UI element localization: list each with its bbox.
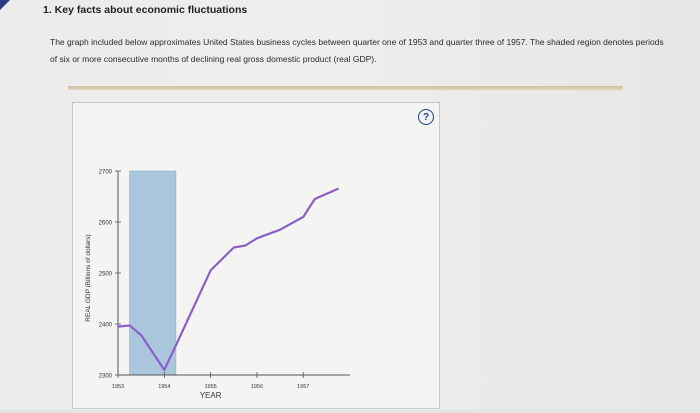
x-tick-label: 1957: [297, 384, 309, 390]
y-tick-label: 2300: [99, 374, 113, 380]
question-text: The graph included below approximates Un…: [50, 37, 664, 64]
gdp-point: [337, 187, 339, 190]
gdp-point: [209, 269, 212, 272]
business-cycle-chart: 2300 2400 2500 2600 2700 1953 1954 1955 1956 1957…: [85, 170, 350, 400]
x-tick-label: 1956: [251, 384, 263, 390]
gdp-point: [163, 369, 166, 371]
y-tick-label: 2700: [99, 170, 113, 176]
help-icon[interactable]: ?: [418, 109, 434, 125]
y-tick-label: 2500: [99, 272, 113, 278]
gdp-point: [117, 325, 119, 328]
gdp-point: [256, 237, 258, 240]
recession-shade: [129, 170, 177, 376]
y-tick-label: 2400: [99, 323, 113, 329]
gdp-point: [174, 344, 177, 347]
x-tick-label: 1954: [158, 384, 170, 390]
question-title: 1. Key facts about economic fluctuations: [43, 4, 248, 16]
x-axis-title: YEAR: [200, 391, 222, 400]
x-tick-label: 1955: [205, 384, 217, 390]
gdp-point: [302, 216, 305, 218]
gdp-point: [244, 244, 247, 247]
graph-panel: 2300 2400 2500 2600 2700 1953 1954 1955 1956 1957…: [72, 102, 440, 409]
corner-mark: [0, 0, 10, 10]
y-tick-label: 2600: [99, 221, 113, 227]
y-axis-title: REAL GDP (Billions of dollars): [85, 234, 92, 321]
gdp-point: [140, 334, 143, 337]
gdp-point: [313, 198, 316, 200]
gdp-point: [232, 246, 235, 249]
divider-rule: [68, 86, 623, 90]
gdp-point: [279, 228, 282, 231]
gdp-point: [128, 324, 131, 327]
x-tick-label: 1953: [112, 384, 124, 390]
